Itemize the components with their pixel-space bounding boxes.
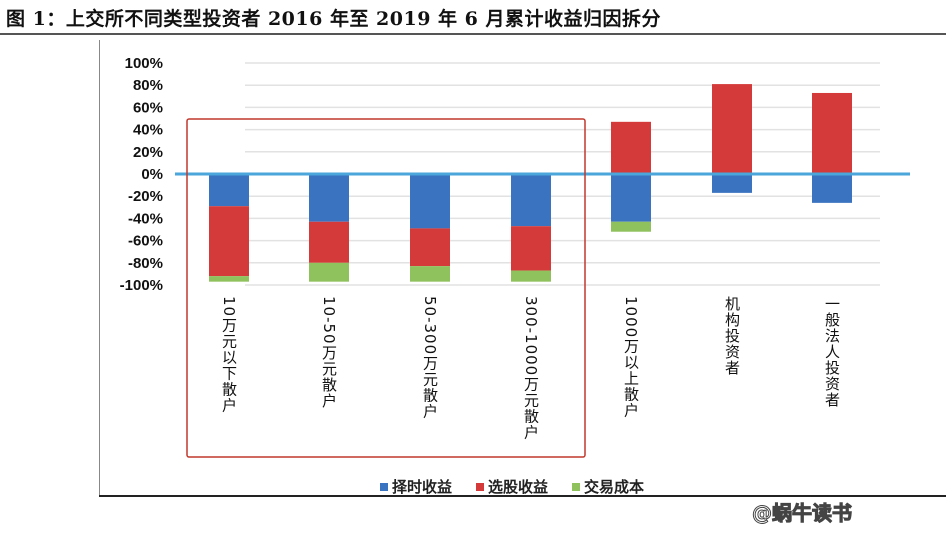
y-tick-label: 100% [125,55,163,72]
bar-segment-cost [309,262,349,282]
category-label: 10万元以下散户 [220,296,238,414]
legend-swatch-selection [476,482,485,491]
y-tick-label: 60% [133,99,163,116]
legend-label: 交易成本 [584,478,645,496]
bar-segment-timing [712,174,752,193]
legend-swatch-timing [380,482,388,491]
legend-item-timing: 择时收益 [380,476,452,497]
y-tick-label: 0% [141,166,163,183]
category-label: 50-300万元散户 [421,296,439,420]
highlight-box [186,118,586,458]
y-tick-label: -100% [120,277,163,294]
chart-frame-bottom [99,495,946,497]
legend-swatch-cost [572,482,581,491]
bar-segment-cost [209,276,249,282]
category-label: 1000万以上散户 [622,296,640,419]
category-label: 10-50万元散户 [320,296,338,409]
y-tick-label: -80% [128,255,163,272]
bar-segment-selection [511,226,551,271]
legend-item-selection: 选股收益 [476,476,548,497]
legend: 择时收益 选股收益 交易成本 [380,476,644,497]
bar-segment-selection [309,221,349,263]
category-label: 一般法人投资者 [823,296,841,408]
category-label: 300-1000万元散户 [522,296,540,441]
bar-segment-timing [309,174,349,222]
category-label: 机构投资者 [723,296,741,376]
title-divider [0,33,946,35]
legend-label: 择时收益 [392,478,453,496]
bar-segment-timing [511,174,551,227]
y-tick-label: -40% [128,210,163,227]
legend-label: 选股收益 [488,478,549,496]
bar-segment-cost [410,266,450,282]
legend-item-cost: 交易成本 [572,476,644,497]
bar-segment-selection [712,84,752,174]
y-tick-label: 40% [133,122,163,139]
bar-segment-selection [812,92,852,174]
bar-segment-selection [410,228,450,267]
bar-segment-timing [410,174,450,229]
y-tick-label: -60% [128,233,163,250]
y-tick-label: 20% [133,144,163,161]
y-tick-label: 80% [133,77,163,94]
figure-title: 图 1：上交所不同类型投资者 2016 年至 2019 年 6 月累计收益归因拆… [6,8,662,30]
chart-frame-left [99,40,100,495]
bar-segment-cost [611,221,651,232]
bar-segment-timing [209,174,249,207]
watermark: @蜗牛读书 [752,501,853,526]
bar-segment-selection [611,121,651,174]
bar-segment-timing [812,174,852,203]
bar-segment-cost [511,270,551,282]
bar-segment-selection [209,206,249,277]
bar-segment-timing [611,174,651,222]
y-tick-label: -20% [128,188,163,205]
